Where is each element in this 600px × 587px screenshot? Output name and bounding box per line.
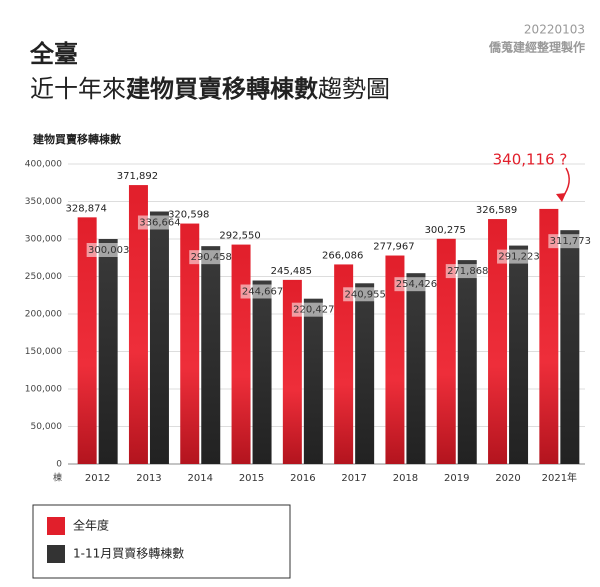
bar <box>303 298 323 464</box>
value-label-bg <box>548 234 592 249</box>
bar <box>98 238 118 464</box>
y-tick-label: 0 <box>56 460 62 470</box>
y-tick-label: 100,000 <box>25 385 62 395</box>
title-part: 趨勢圖 <box>318 75 390 103</box>
bar <box>201 246 221 464</box>
value-label: 300,003 <box>88 245 129 256</box>
value-label-bg <box>394 277 438 292</box>
bar <box>252 280 272 464</box>
value-label-bg <box>137 215 181 230</box>
bar <box>457 260 477 464</box>
bar <box>560 230 580 464</box>
bar <box>231 244 251 464</box>
x-tick-label: 2021年 <box>542 471 577 484</box>
legend-swatch <box>47 517 65 535</box>
annotation-arrowhead <box>556 193 566 202</box>
bar <box>180 223 200 464</box>
x-tick-label: 2014 <box>188 473 213 484</box>
value-label: 328,874 <box>65 203 106 214</box>
bar <box>128 185 148 464</box>
legend-label: 1-11月買賣移轉棟數 <box>73 546 184 561</box>
y-tick-label: 50,000 <box>31 422 63 432</box>
title-part: 近十年來 <box>30 75 126 103</box>
value-label-bg <box>445 264 489 279</box>
title-part: 建物買賣移轉棟數 <box>126 75 318 103</box>
legend-box <box>32 504 291 579</box>
value-label-bg <box>240 284 284 299</box>
title-line1: 全臺 <box>29 40 78 68</box>
value-label: 320,598 <box>168 210 209 221</box>
bar <box>334 264 354 464</box>
date: 20220103 <box>524 23 585 37</box>
x-tick-label: 2016 <box>290 473 315 484</box>
value-label-bg <box>291 302 335 317</box>
value-label-bg <box>497 249 541 264</box>
bar <box>539 208 559 464</box>
value-label: 292,550 <box>219 231 260 242</box>
y-tick-label: 250,000 <box>25 272 62 282</box>
bar <box>488 219 508 464</box>
value-label: 266,086 <box>322 250 363 261</box>
x-tick-label: 2019 <box>444 473 469 484</box>
value-label-bg <box>189 250 233 265</box>
y-unit: 棟 <box>53 472 62 484</box>
x-tick-label: 2018 <box>393 473 418 484</box>
value-label: 291,223 <box>498 252 539 263</box>
y-tick-label: 200,000 <box>25 310 62 320</box>
value-label: 300,275 <box>425 225 466 236</box>
y-tick-label: 350,000 <box>25 197 62 207</box>
legend-swatch <box>47 545 65 563</box>
value-label: 336,664 <box>139 218 180 229</box>
value-label: 245,485 <box>271 266 312 277</box>
value-label: 254,426 <box>396 279 437 290</box>
value-label: 244,667 <box>242 286 283 297</box>
value-label: 240,955 <box>344 289 385 300</box>
value-label: 271,868 <box>447 266 488 277</box>
legend-label: 全年度 <box>73 518 109 533</box>
y-axis-title: 建物買賣移轉棟數 <box>33 132 121 146</box>
x-tick-label: 2013 <box>136 473 161 484</box>
value-label-bg <box>343 287 387 302</box>
source: 僑蒐建經整理製作 <box>488 40 585 55</box>
title-line2: 近十年來建物買賣移轉棟數趨勢圖 <box>30 75 390 103</box>
bar <box>406 273 426 464</box>
bar <box>77 217 97 464</box>
bar <box>436 238 456 464</box>
x-tick-label: 2015 <box>239 473 264 484</box>
value-label: 290,458 <box>191 252 232 263</box>
value-label: 326,589 <box>476 205 517 216</box>
y-tick-label: 150,000 <box>25 347 62 357</box>
x-tick-label: 2017 <box>341 473 366 484</box>
value-label: 311,773 <box>550 236 591 247</box>
bar <box>282 279 302 464</box>
x-tick-label: 2020 <box>495 473 520 484</box>
bar <box>355 283 375 464</box>
y-tick-label: 300,000 <box>25 235 62 245</box>
bar <box>385 255 405 464</box>
value-label: 277,967 <box>373 242 414 253</box>
bar <box>509 245 529 464</box>
bar <box>149 211 169 464</box>
value-label: 340,116 ? <box>493 151 568 169</box>
x-tick-label: 2012 <box>85 473 110 484</box>
value-label-bg <box>86 242 130 257</box>
y-tick-label: 400,000 <box>25 160 62 170</box>
value-label: 371,892 <box>117 171 158 182</box>
value-label: 220,427 <box>293 305 334 316</box>
